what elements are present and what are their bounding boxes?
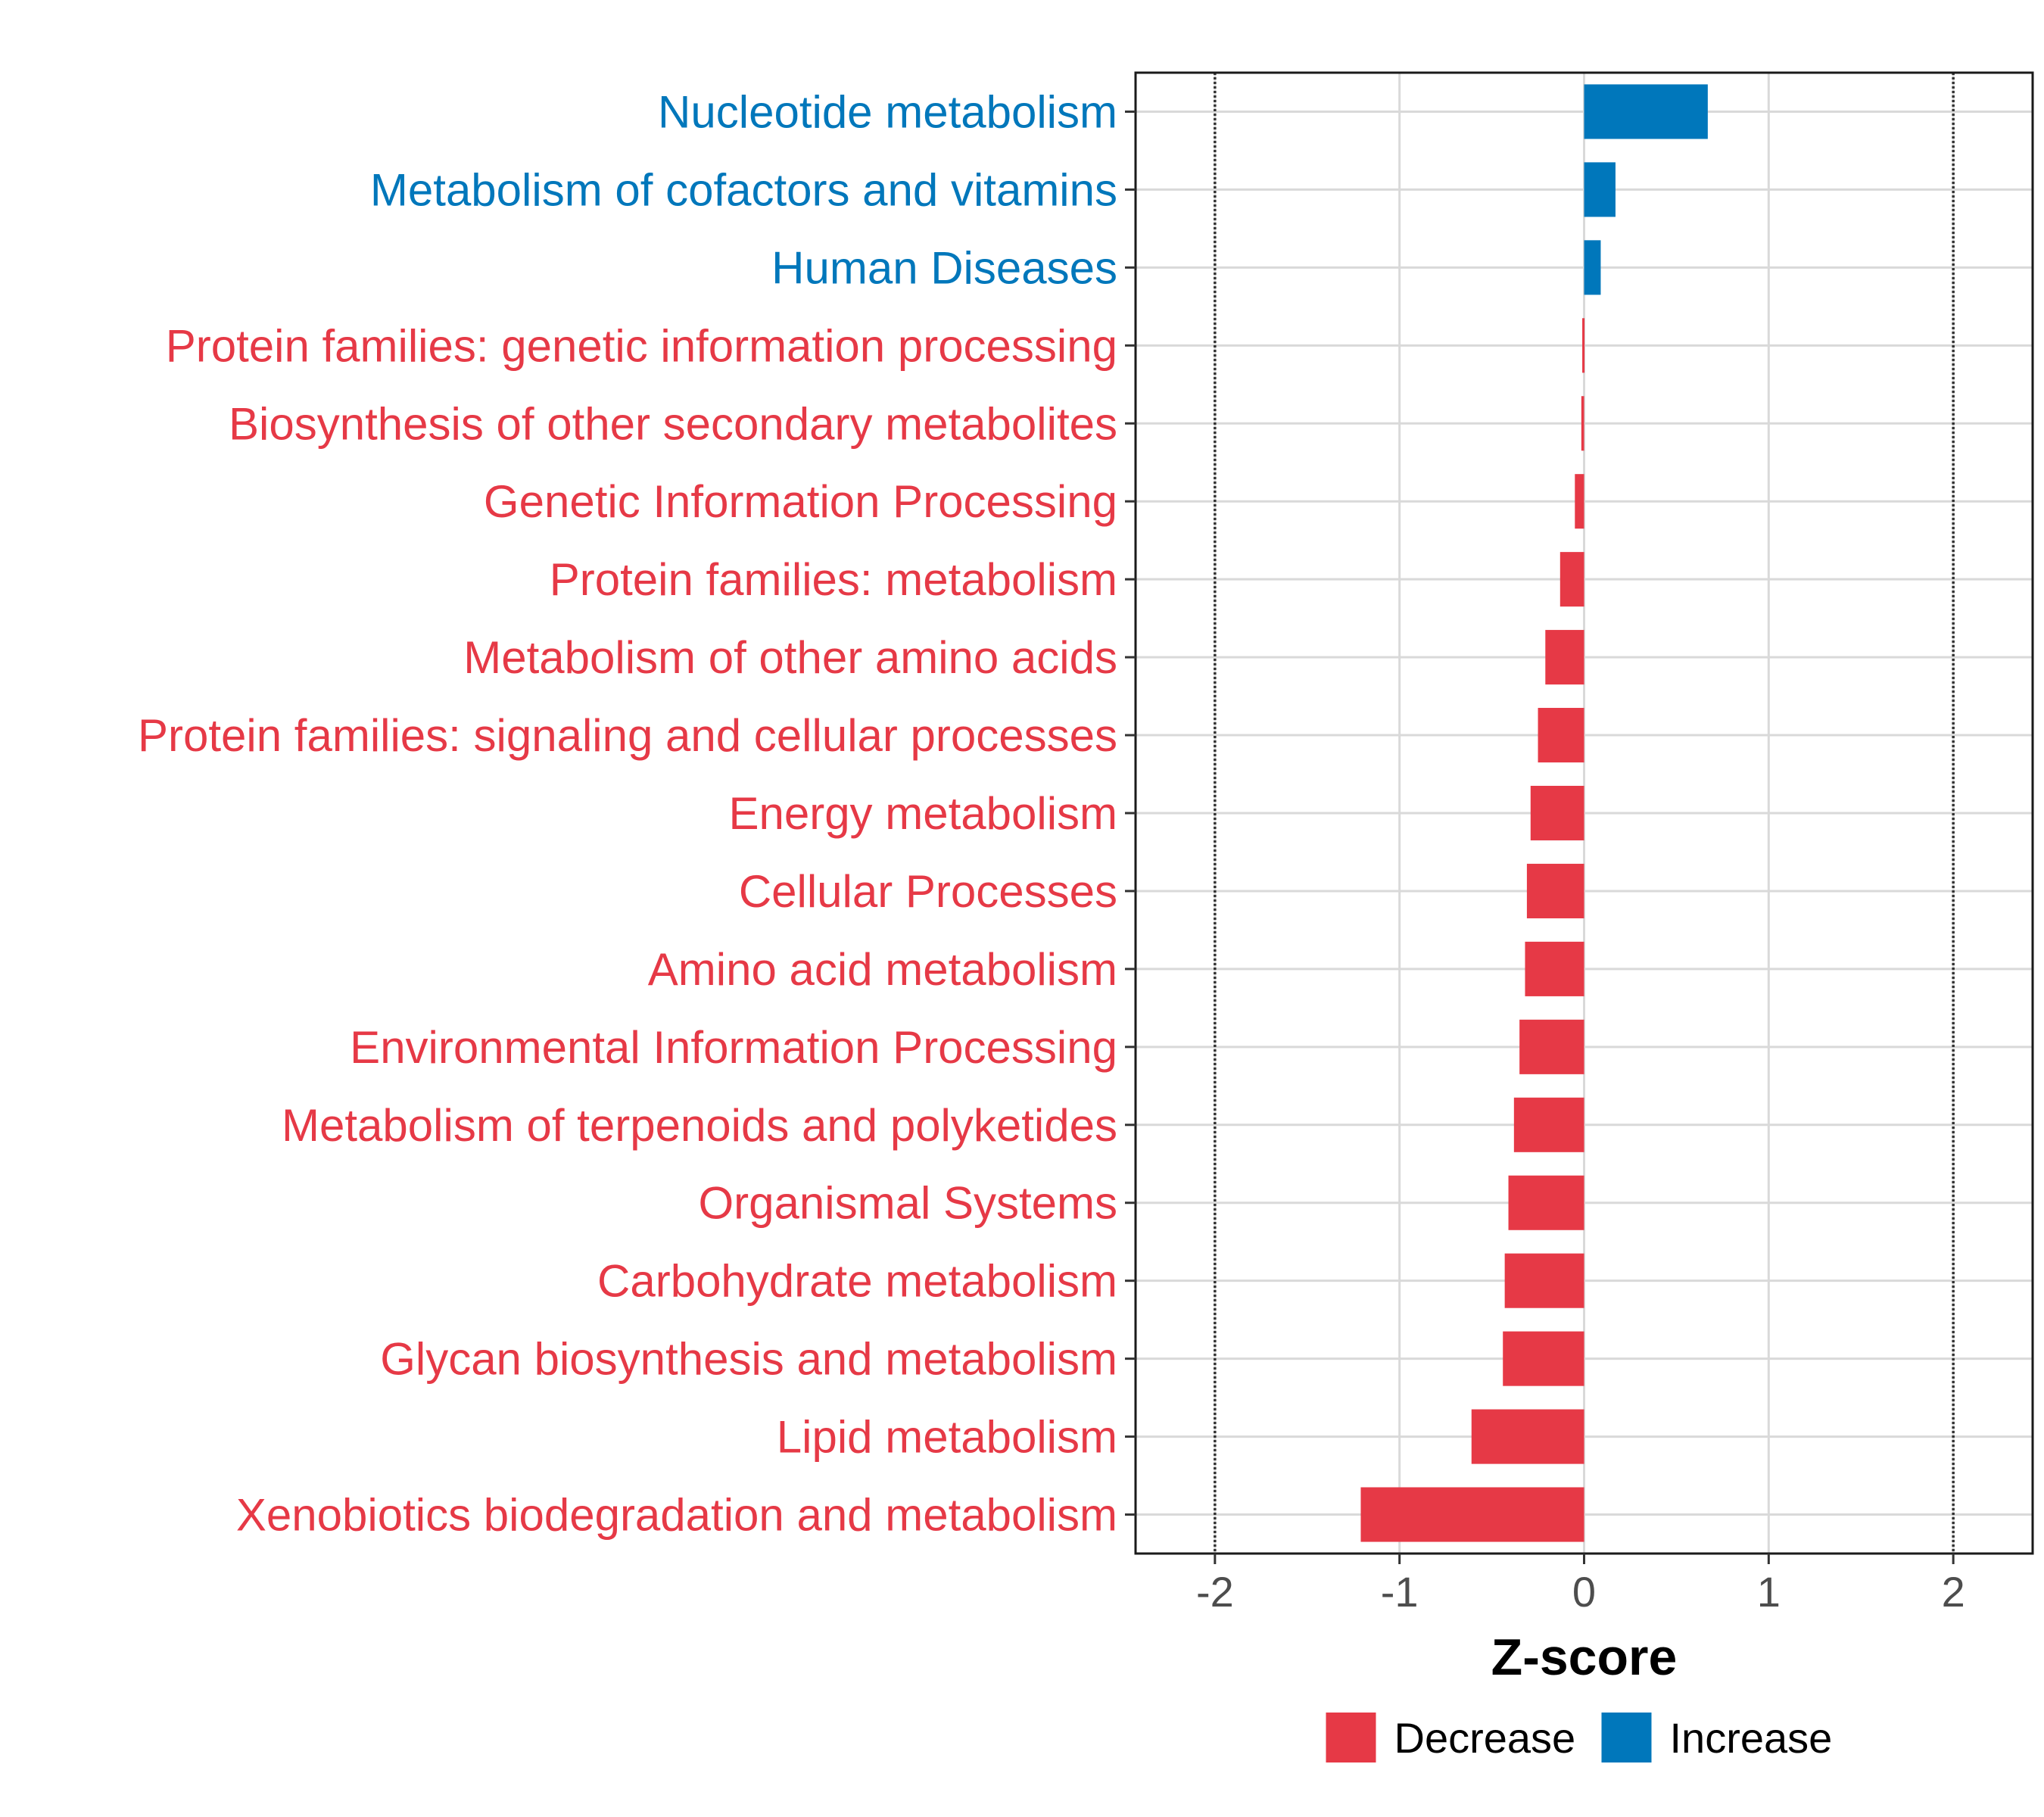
bar — [1513, 1097, 1584, 1152]
bar — [1525, 941, 1584, 996]
category-label: Glycan biosynthesis and metabolism — [380, 1334, 1117, 1385]
bar — [1503, 1331, 1584, 1386]
category-label: Amino acid metabolism — [648, 944, 1117, 995]
bars — [1360, 84, 1708, 1542]
bar — [1584, 84, 1708, 139]
category-label: Human Diseases — [771, 242, 1117, 293]
bar — [1360, 1487, 1584, 1542]
bar — [1530, 785, 1584, 841]
category-label: Metabolism of other amino acids — [463, 632, 1117, 683]
bar — [1581, 396, 1584, 451]
bar — [1508, 1175, 1584, 1230]
bar — [1471, 1409, 1584, 1464]
legend-label: Increase — [1670, 1714, 1833, 1762]
x-tick-label: 0 — [1572, 1568, 1596, 1616]
bar — [1575, 474, 1584, 529]
category-label: Cellular Processes — [739, 866, 1117, 917]
category-label: Protein families: genetic information pr… — [166, 320, 1117, 371]
bar — [1519, 1019, 1584, 1074]
category-label: Metabolism of cofactors and vitamins — [370, 164, 1117, 215]
bar — [1559, 552, 1584, 607]
category-label: Protein families: signaling and cellular… — [138, 710, 1117, 761]
category-label: Metabolism of terpenoids and polyketides — [282, 1100, 1117, 1151]
category-label: Genetic Information Processing — [484, 476, 1117, 527]
x-axis-labels: -2 -1 0 1 2 — [1196, 1568, 1965, 1616]
y-axis-labels: Nucleotide metabolism Metabolism of cofac… — [138, 86, 1117, 1540]
bar — [1526, 863, 1584, 918]
category-label: Protein families: metabolism — [550, 554, 1117, 605]
category-label: Biosynthesis of other secondary metaboli… — [229, 398, 1117, 449]
bar — [1538, 708, 1584, 763]
x-tick-label: -2 — [1196, 1568, 1234, 1616]
category-label: Nucleotide metabolism — [658, 86, 1117, 137]
x-tick-label: 2 — [1942, 1568, 1965, 1616]
bar — [1582, 318, 1585, 373]
x-axis-ticks — [1214, 1554, 1955, 1564]
x-axis-title: Z-score — [1491, 1628, 1678, 1686]
legend-label: Decrease — [1394, 1714, 1576, 1762]
legend-key-increase — [1601, 1713, 1652, 1762]
category-label: Lipid metabolism — [777, 1412, 1117, 1463]
category-label: Xenobiotics biodegradation and metabolis… — [236, 1490, 1117, 1541]
bar — [1504, 1253, 1584, 1308]
category-label: Carbohydrate metabolism — [597, 1256, 1117, 1307]
reference-lines — [1214, 73, 1955, 1554]
legend-key-decrease — [1326, 1713, 1376, 1762]
y-axis-ticks — [1125, 110, 1136, 1516]
legend: Decrease Increase — [1326, 1713, 1833, 1762]
x-tick-label: 1 — [1757, 1568, 1781, 1616]
bar — [1584, 162, 1616, 217]
bar — [1545, 630, 1584, 685]
x-tick-label: -1 — [1381, 1568, 1419, 1616]
bar — [1584, 240, 1601, 295]
category-label: Organismal Systems — [699, 1178, 1117, 1229]
category-label: Environmental Information Processing — [350, 1022, 1117, 1073]
category-label: Energy metabolism — [728, 788, 1117, 839]
